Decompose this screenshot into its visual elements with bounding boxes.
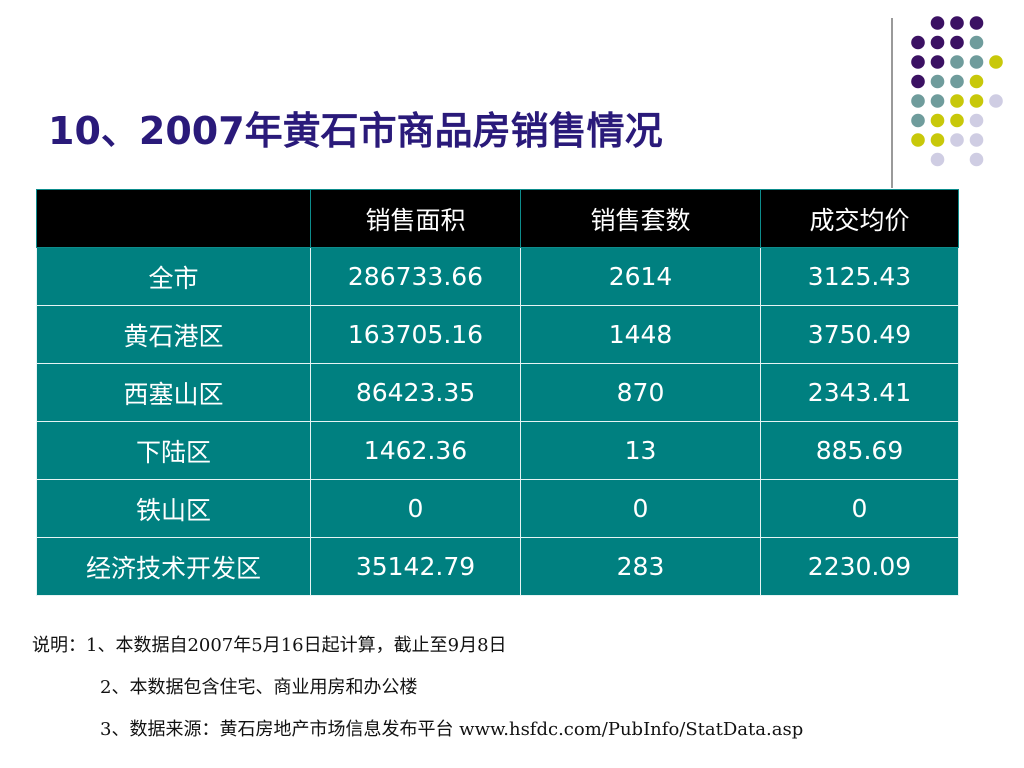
slide-title: 10、2007年黄石市商品房销售情况: [48, 109, 663, 153]
decorative-dot: [950, 35, 964, 50]
area-cell: 86423.35: [310, 363, 521, 422]
decorative-dot: [911, 35, 925, 50]
table-row: 铁山区 0 0 0: [36, 479, 959, 538]
units-cell: 13: [520, 421, 761, 480]
area-cell: 163705.16: [310, 305, 521, 364]
district-cell: 经济技术开发区: [36, 537, 311, 596]
price-cell: 885.69: [760, 421, 959, 480]
decorative-dot: [969, 152, 984, 167]
note-line-2: 2、本数据包含住宅、商业用房和办公楼: [100, 677, 418, 698]
table-row: 下陆区 1462.36 13 885.69: [36, 421, 959, 480]
decorative-dot: [911, 55, 925, 69]
price-cell: 3750.49: [760, 305, 959, 364]
header-cell-blank: [36, 189, 311, 248]
table-row: 全市 286733.66 2614 3125.43: [36, 247, 959, 306]
decorative-dot: [930, 74, 945, 89]
decorative-dot: [969, 113, 984, 128]
decorative-dot: [969, 35, 984, 50]
decorative-dot: [911, 133, 925, 147]
price-cell: 0: [760, 479, 959, 538]
decorative-dots: [911, 16, 1003, 167]
decorative-dot: [911, 113, 925, 128]
decorative-dot: [930, 16, 945, 30]
district-cell: 下陆区: [36, 421, 311, 480]
decorative-dot: [930, 94, 945, 108]
price-cell: 2230.09: [760, 537, 959, 596]
units-cell: 2614: [520, 247, 761, 306]
table-row: 西塞山区 86423.35 870 2343.41: [36, 363, 959, 422]
table-row: 黄石港区 163705.16 1448 3750.49: [36, 305, 959, 364]
units-cell: 1448: [520, 305, 761, 364]
district-cell: 西塞山区: [36, 363, 311, 422]
sales-table: 销售面积 销售套数 成交均价 全市 286733.66 2614 3125.43…: [36, 189, 959, 596]
header-cell-price: 成交均价: [760, 189, 959, 248]
decorative-dot: [989, 55, 1003, 69]
decorative-dot: [950, 55, 964, 69]
district-cell: 全市: [36, 247, 311, 306]
decorative-dot: [989, 94, 1003, 108]
decorative-dot-grid: [911, 16, 1003, 167]
decorative-dot: [911, 74, 925, 89]
decorative-dot: [950, 16, 964, 30]
decorative-dot: [969, 16, 984, 30]
note-line-3: 3、数据来源：黄石房地产市场信息发布平台 www.hsfdc.com/PubIn…: [100, 719, 804, 740]
header-cell-units: 销售套数: [520, 189, 761, 248]
area-cell: 0: [310, 479, 521, 538]
area-cell: 35142.79: [310, 537, 521, 596]
decorative-dot: [969, 133, 984, 147]
note-line-1: 说明：1、本数据自2007年5月16日起计算，截止至9月8日: [32, 635, 507, 656]
decorative-dot: [950, 94, 964, 108]
table-row: 经济技术开发区 35142.79 283 2230.09: [36, 537, 959, 596]
decorative-dot: [930, 113, 945, 128]
district-cell: 铁山区: [36, 479, 311, 538]
price-cell: 3125.43: [760, 247, 959, 306]
decorative-dot: [950, 113, 964, 128]
divider-line: [891, 18, 893, 188]
decorative-dot: [969, 94, 984, 108]
decorative-dot: [969, 74, 984, 89]
decorative-dot: [911, 94, 925, 108]
units-cell: 0: [520, 479, 761, 538]
price-cell: 2343.41: [760, 363, 959, 422]
decorative-dot: [950, 74, 964, 89]
area-cell: 286733.66: [310, 247, 521, 306]
decorative-dot: [930, 133, 945, 147]
table-header-row: 销售面积 销售套数 成交均价: [36, 189, 959, 248]
decorative-dot: [930, 55, 945, 69]
header-cell-area: 销售面积: [310, 189, 521, 248]
decorative-dot: [930, 35, 945, 50]
area-cell: 1462.36: [310, 421, 521, 480]
district-cell: 黄石港区: [36, 305, 311, 364]
units-cell: 283: [520, 537, 761, 596]
units-cell: 870: [520, 363, 761, 422]
decorative-dot: [930, 152, 945, 167]
decorative-dot: [969, 55, 984, 69]
notes-block: 说明：1、本数据自2007年5月16日起计算，截止至9月8日 2、本数据包含住宅…: [32, 632, 803, 758]
decorative-dot: [950, 133, 964, 147]
